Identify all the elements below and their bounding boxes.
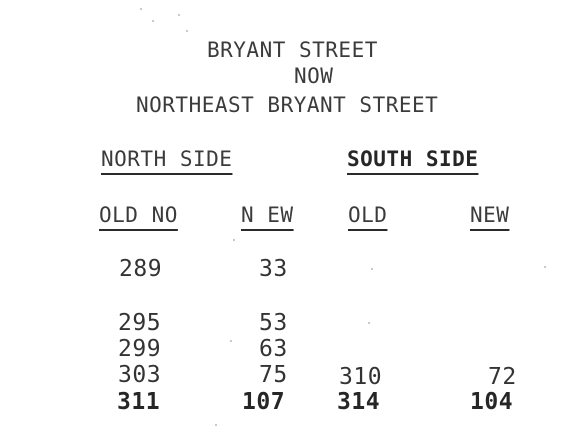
scan-speck: [178, 14, 180, 16]
scan-speck: [233, 239, 235, 241]
scan-speck: [152, 20, 154, 22]
south-old-number: 314: [337, 389, 381, 415]
north-new-number: 33: [259, 256, 288, 282]
scan-speck: [215, 424, 217, 426]
north-new-number: 53: [259, 310, 288, 336]
scan-speck: [371, 268, 373, 270]
scan-speck: [140, 8, 142, 10]
column-north-new: N EW: [241, 203, 294, 227]
title-street-new: NORTHEAST BRYANT STREET: [136, 93, 439, 117]
title-now: NOW: [294, 64, 334, 88]
north-old-number: 289: [119, 256, 163, 282]
north-side-heading: NORTH SIDE: [101, 147, 233, 171]
north-old-number: 299: [118, 336, 162, 362]
north-new-number: 107: [242, 389, 286, 415]
scan-speck: [368, 322, 370, 324]
south-side-heading: SOUTH SIDE: [347, 147, 479, 171]
column-south-new: NEW: [470, 203, 510, 227]
north-new-number: 63: [259, 336, 288, 362]
north-old-number: 295: [118, 310, 162, 336]
north-old-number: 311: [117, 389, 161, 415]
title-street-old: BRYANT STREET: [207, 38, 378, 62]
south-new-number: 72: [488, 364, 517, 390]
north-new-number: 75: [259, 362, 288, 388]
column-north-old: OLD NO: [99, 203, 178, 227]
scan-speck: [186, 30, 188, 32]
column-south-old: OLD: [348, 203, 388, 227]
south-new-number: 104: [470, 389, 514, 415]
scan-speck: [230, 340, 232, 342]
south-old-number: 310: [339, 364, 383, 390]
scan-speck: [544, 266, 546, 268]
north-old-number: 303: [118, 362, 162, 388]
